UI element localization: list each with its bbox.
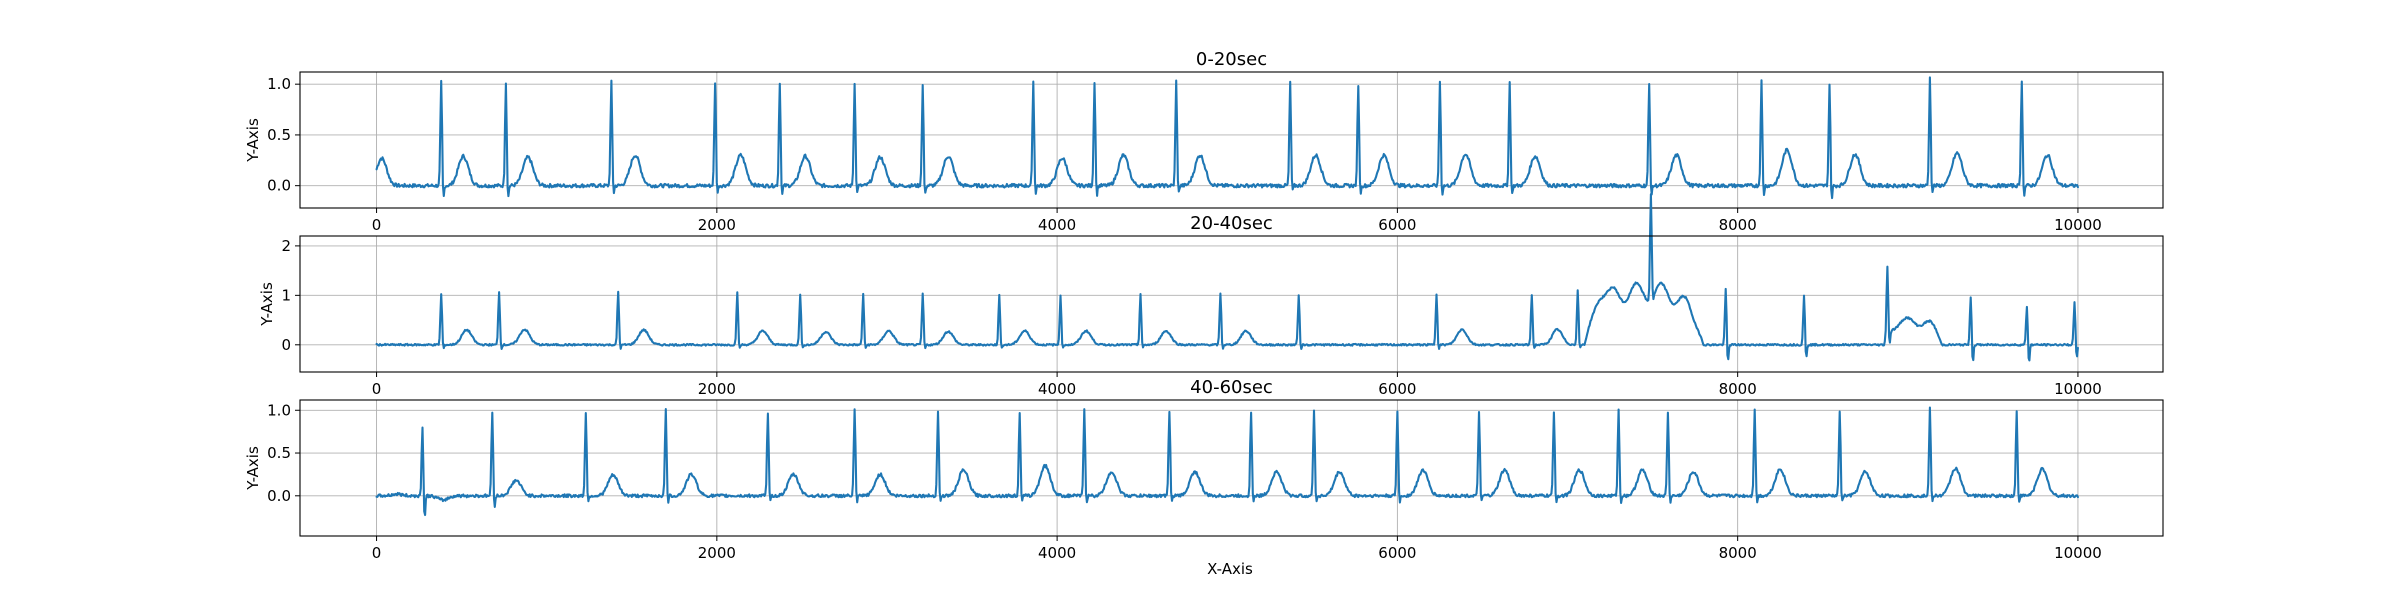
x-tick-label: 6000 — [1378, 216, 1416, 234]
chart-panel-2: 0 2000 4000 6000 8000 10000 0 1 2 20-40sec Y-Axis — [258, 193, 2164, 398]
x-tick-label: 10000 — [2054, 216, 2102, 234]
chart-panel-3: 0 2000 4000 6000 8000 10000 0.0 0.5 1.0 40-60sec Y… — [244, 377, 2164, 562]
plot-frame — [299, 235, 2164, 373]
x-tick-label: 2000 — [698, 380, 736, 398]
x-tick-label: 6000 — [1378, 380, 1416, 398]
plot-frame — [299, 71, 2164, 209]
y-tick-label: 0 — [281, 336, 291, 354]
panel-title: 0-20sec — [1196, 49, 1267, 70]
x-tick-label: 10000 — [2054, 380, 2102, 398]
x-tick-label: 0 — [372, 380, 382, 398]
x-tick-label: 2000 — [698, 544, 736, 562]
y-tick-label: 1.0 — [267, 75, 291, 93]
y-tick-label: 2 — [281, 237, 291, 255]
chart-panel-1: 0 2000 4000 6000 8000 10000 0.0 0.5 1.0 0-20sec Y-… — [244, 49, 2164, 234]
y-axis-label: Y-Axis — [244, 118, 262, 163]
y-axis-label: Y-Axis — [244, 446, 262, 491]
panel-title: 40-60sec — [1190, 377, 1273, 398]
chart-panels: 0 2000 4000 6000 8000 100000.00.51.00-20secY-… — [244, 49, 2164, 562]
x-tick-label: 6000 — [1378, 544, 1416, 562]
x-tick-label: 4000 — [1038, 216, 1076, 234]
panel-title: 20-40sec — [1190, 213, 1273, 234]
x-tick-label: 4000 — [1038, 380, 1076, 398]
y-tick-label: 0.0 — [267, 487, 291, 505]
figure-x-axis-label: X-Axis — [1207, 560, 1253, 578]
x-tick-label: 8000 — [1719, 544, 1757, 562]
series-line-1 — [375, 406, 2079, 517]
y-axis-label: Y-Axis — [258, 282, 276, 327]
x-tick-label: 10000 — [2054, 544, 2102, 562]
y-tick-label: 0.0 — [267, 177, 291, 195]
y-tick-label: 0.5 — [267, 444, 291, 462]
plot-frame — [299, 399, 2164, 537]
x-tick-label: 2000 — [698, 216, 736, 234]
x-tick-label: 8000 — [1719, 380, 1757, 398]
x-tick-label: 4000 — [1038, 544, 1076, 562]
y-tick-label: 1 — [281, 286, 291, 304]
x-tick-label: 0 — [372, 544, 382, 562]
y-tick-label: 0.5 — [267, 126, 291, 144]
x-tick-label: 0 — [372, 216, 382, 234]
series-line-1 — [375, 193, 2079, 362]
x-tick-label: 8000 — [1719, 216, 1757, 234]
series-line-1 — [375, 76, 2079, 200]
y-tick-label: 1.0 — [267, 401, 291, 419]
